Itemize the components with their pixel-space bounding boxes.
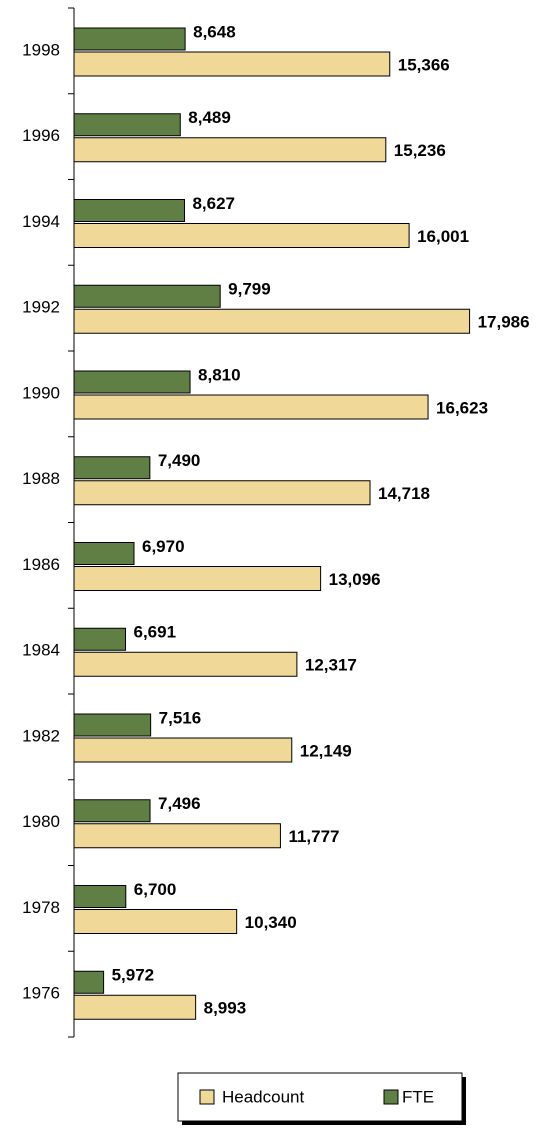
y-tick-label: 1994 bbox=[22, 212, 60, 231]
value-label: 8,993 bbox=[204, 999, 247, 1018]
value-label: 7,490 bbox=[158, 451, 201, 470]
value-label: 5,972 bbox=[112, 966, 155, 985]
legend-swatch bbox=[199, 1089, 215, 1105]
bar bbox=[73, 542, 135, 565]
bar bbox=[73, 223, 410, 248]
value-label: 12,149 bbox=[300, 741, 352, 760]
value-label: 8,489 bbox=[188, 108, 231, 127]
y-tick-label: 1982 bbox=[22, 726, 60, 745]
bar bbox=[73, 113, 181, 137]
value-label: 10,340 bbox=[245, 913, 297, 932]
legend-box bbox=[177, 1072, 463, 1122]
bar bbox=[73, 394, 429, 420]
y-tick-label: 1986 bbox=[22, 555, 60, 574]
bar bbox=[73, 994, 197, 1020]
bar bbox=[73, 566, 322, 591]
bar bbox=[73, 51, 391, 77]
bar bbox=[73, 137, 387, 163]
y-tick-label: 1980 bbox=[22, 812, 60, 831]
value-label: 8,810 bbox=[198, 365, 241, 384]
value-label: 17,986 bbox=[478, 313, 530, 332]
bar bbox=[73, 737, 293, 763]
y-tick-label: 1988 bbox=[22, 469, 60, 488]
y-tick-label: 1998 bbox=[22, 40, 60, 59]
value-label: 15,366 bbox=[398, 55, 450, 74]
bar bbox=[73, 885, 127, 908]
legend-label: Headcount bbox=[222, 1087, 305, 1106]
value-label: 8,627 bbox=[192, 194, 235, 213]
value-label: 8,648 bbox=[193, 22, 236, 41]
value-label: 7,496 bbox=[158, 794, 201, 813]
bar bbox=[73, 823, 281, 849]
bar bbox=[73, 970, 105, 994]
value-label: 14,718 bbox=[378, 484, 430, 503]
bar bbox=[73, 370, 191, 394]
value-label: 16,001 bbox=[417, 227, 469, 246]
value-label: 7,516 bbox=[159, 708, 202, 727]
bar bbox=[73, 651, 298, 677]
bar bbox=[73, 713, 152, 737]
bar bbox=[73, 480, 371, 506]
value-label: 13,096 bbox=[329, 570, 381, 589]
bar bbox=[73, 799, 151, 823]
y-tick-label: 1984 bbox=[22, 641, 60, 660]
value-label: 6,970 bbox=[142, 537, 185, 556]
bar bbox=[73, 27, 186, 51]
value-label: 9,799 bbox=[228, 280, 271, 299]
y-tick-label: 1976 bbox=[22, 984, 60, 1003]
legend-label: FTE bbox=[402, 1087, 434, 1106]
legend-swatch bbox=[383, 1089, 399, 1105]
legend: Headcount FTE bbox=[177, 1072, 466, 1125]
value-label: 6,691 bbox=[134, 623, 177, 642]
bar bbox=[73, 909, 238, 934]
y-tick-label: 1996 bbox=[22, 126, 60, 145]
y-tick-label: 1990 bbox=[22, 383, 60, 402]
y-tick-label: 1992 bbox=[22, 298, 60, 317]
value-label: 6,700 bbox=[134, 880, 177, 899]
bar bbox=[73, 284, 221, 308]
value-label: 12,317 bbox=[305, 656, 357, 675]
value-label: 16,623 bbox=[436, 398, 488, 417]
bar bbox=[73, 199, 185, 222]
value-label: 15,236 bbox=[394, 141, 446, 160]
bar bbox=[73, 456, 151, 480]
bar bbox=[73, 308, 471, 334]
y-tick-label: 1978 bbox=[22, 898, 60, 917]
bar bbox=[73, 627, 127, 651]
value-label: 11,777 bbox=[288, 827, 339, 846]
